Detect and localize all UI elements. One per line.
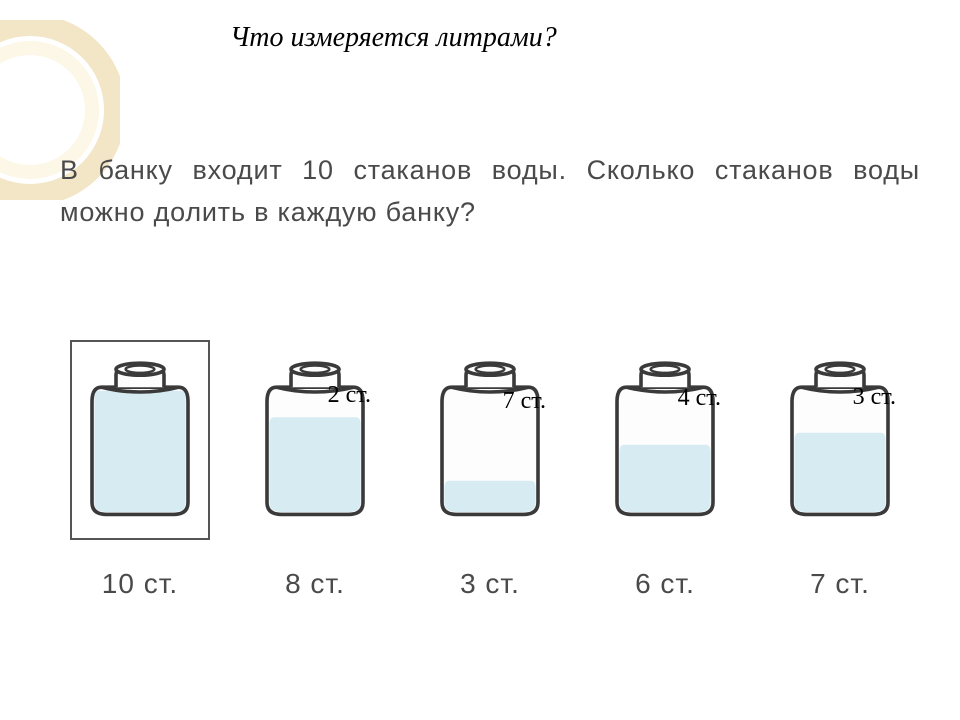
jar-column: 4 ст. 6 ст. [585, 340, 745, 600]
jar [70, 340, 210, 540]
jar: 3 ст. [770, 340, 910, 540]
jar-column: 2 ст. 8 ст. [235, 340, 395, 600]
jar: 4 ст. [595, 340, 735, 540]
page-title: Что измеряется литрами? [230, 22, 557, 54]
jar-bottom-label: 6 ст. [635, 568, 695, 600]
jar-column: 7 ст. 3 ст. [410, 340, 570, 600]
jar-overlay-label: 2 ст. [328, 382, 371, 409]
jar-bottom-label: 10 ст. [102, 568, 178, 600]
jar-bottom-label: 7 ст. [810, 568, 870, 600]
jar-column: 10 ст. [60, 340, 220, 600]
jar: 7 ст. [420, 340, 560, 540]
jar-bottom-label: 8 ст. [285, 568, 345, 600]
jars-row: 10 ст. 2 ст.8 ст. 7 ст.3 ст. 4 ст.6 ст. … [60, 340, 920, 600]
jar-bottom-label: 3 ст. [460, 568, 520, 600]
jar-overlay-label: 4 ст. [678, 385, 721, 412]
jar-overlay-label: 7 ст. [503, 388, 546, 415]
problem-text: В банку входит 10 стаканов воды. Сколько… [60, 150, 920, 234]
jar: 2 ст. [245, 340, 385, 540]
jar-column: 3 ст. 7 ст. [760, 340, 920, 600]
jar-overlay-label: 3 ст. [853, 384, 896, 411]
